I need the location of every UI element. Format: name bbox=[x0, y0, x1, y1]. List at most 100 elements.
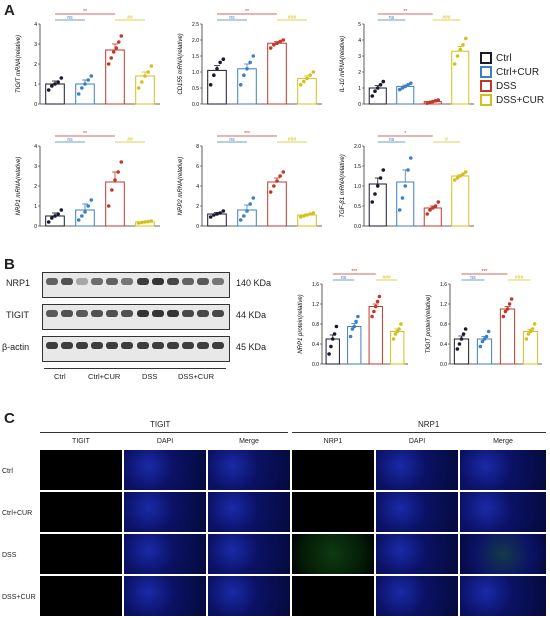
if-image bbox=[124, 576, 206, 616]
data-point bbox=[403, 184, 408, 188]
data-point bbox=[116, 40, 121, 44]
if-col-dapi-2: DAPI bbox=[408, 438, 426, 445]
data-point bbox=[251, 196, 256, 200]
if-image bbox=[292, 576, 374, 616]
wb-band bbox=[60, 278, 73, 285]
data-point bbox=[430, 99, 435, 104]
bar-chart-5: TGF-β1 mRNA(relative) 0.0 0.5 1.0 1.5 2.0 * ns # bbox=[338, 131, 478, 232]
data-point bbox=[281, 38, 286, 42]
data-point bbox=[208, 215, 213, 219]
bar-dss-cur bbox=[135, 75, 155, 105]
y-axis-label: IL-10 mRNA(relative) bbox=[340, 36, 346, 92]
data-point bbox=[136, 86, 141, 90]
y-tick-label: 0.8 bbox=[312, 322, 319, 328]
bar-chart-0: TIGIT mRNA(relative) 0 1 2 3 4 ** ns ## bbox=[14, 9, 164, 110]
sig-label: ### bbox=[382, 275, 391, 281]
bar-dss-cur bbox=[297, 77, 317, 105]
if-image bbox=[376, 534, 458, 574]
wb-band bbox=[121, 310, 134, 317]
data-point bbox=[503, 309, 508, 314]
wb-strip-tigit bbox=[42, 304, 230, 330]
data-point bbox=[403, 84, 408, 89]
y-tick-label: 4 bbox=[34, 22, 37, 28]
data-point bbox=[119, 34, 124, 38]
y-tick-label: 8 bbox=[196, 144, 199, 150]
wb-band bbox=[75, 342, 88, 349]
data-point bbox=[428, 100, 432, 105]
bar-ctrl bbox=[325, 338, 340, 365]
if-image bbox=[40, 576, 122, 616]
wb-row-label-nrp1: NRP1 bbox=[6, 278, 31, 288]
if-col-dapi-1: DAPI bbox=[156, 438, 174, 445]
if-image bbox=[460, 576, 546, 616]
data-point bbox=[408, 81, 413, 85]
data-point bbox=[461, 43, 465, 47]
data-point bbox=[281, 170, 286, 174]
sig-label: ## bbox=[127, 15, 133, 21]
legend-item-ctrl: Ctrl bbox=[480, 52, 512, 64]
panel-letter-b: B bbox=[4, 256, 15, 273]
if-image bbox=[376, 450, 458, 490]
y-axis-label: TIGIT mRNA(relative) bbox=[16, 35, 22, 93]
sig-label: *** bbox=[244, 131, 250, 137]
legend-label: DSS+CUR bbox=[496, 94, 545, 106]
data-point bbox=[50, 84, 54, 88]
data-point bbox=[109, 56, 114, 60]
y-tick-label: 0 bbox=[34, 224, 37, 230]
wb-band bbox=[121, 278, 134, 285]
chart-svg: CD155 mRNA(relative) 0.0 0.5 1.0 1.5 2.0 2.5 **… bbox=[178, 9, 322, 108]
sig-label: ### bbox=[442, 15, 451, 21]
if-col-nrp1: NRP1 bbox=[323, 438, 343, 445]
sig-label: *** bbox=[482, 269, 488, 275]
y-tick-label: 3 bbox=[34, 42, 37, 48]
y-tick-label: 0.5 bbox=[192, 86, 199, 92]
y-tick-label: 1 bbox=[34, 204, 37, 210]
data-point bbox=[215, 212, 219, 216]
western-blot: NRP1 140 KDa TIGIT 44 KDa β-actin 45 KDa… bbox=[0, 270, 290, 385]
data-point bbox=[455, 347, 460, 351]
data-point bbox=[119, 160, 124, 164]
bar-ctrl-cur bbox=[396, 181, 415, 227]
wb-strip-nrp1 bbox=[42, 272, 230, 298]
bar-chart-4: NRP2 mRNA(relative) 0 2 4 6 8 *** ns ### bbox=[176, 131, 326, 232]
if-header-line-left bbox=[40, 432, 288, 433]
y-tick-label: 0.0 bbox=[440, 362, 447, 368]
sig-label: # bbox=[445, 137, 448, 143]
data-point bbox=[116, 170, 120, 174]
data-point bbox=[406, 83, 410, 87]
data-point bbox=[89, 74, 94, 78]
y-tick-label: 1 bbox=[358, 86, 361, 92]
wb-band bbox=[166, 310, 179, 317]
wb-row-label-tigit: TIGIT bbox=[6, 310, 29, 320]
data-point bbox=[463, 170, 468, 174]
data-point bbox=[482, 337, 487, 341]
data-point bbox=[455, 176, 460, 180]
data-point bbox=[484, 334, 489, 339]
data-point bbox=[478, 344, 483, 349]
data-point bbox=[113, 178, 117, 182]
data-point bbox=[381, 79, 386, 84]
data-point bbox=[53, 82, 57, 86]
wb-band bbox=[75, 278, 88, 285]
wb-band bbox=[182, 342, 195, 349]
if-header-line-right bbox=[292, 432, 546, 433]
data-point bbox=[212, 73, 216, 77]
if-image bbox=[460, 492, 546, 532]
wb-band bbox=[151, 310, 164, 317]
wb-band bbox=[212, 342, 225, 349]
bar-chart-2: IL-10 mRNA(relative) 0 1 2 3 4 5 ** ns ### bbox=[338, 9, 478, 110]
wb-band bbox=[136, 310, 149, 317]
wb-band bbox=[75, 310, 88, 317]
data-point bbox=[375, 299, 380, 304]
if-header-nrp1: NRP1 bbox=[418, 420, 440, 429]
data-point bbox=[208, 83, 213, 87]
data-point bbox=[334, 324, 339, 329]
sig-label: ** bbox=[83, 131, 87, 137]
data-point bbox=[53, 214, 57, 218]
data-point bbox=[378, 83, 383, 87]
data-point bbox=[425, 101, 430, 105]
wb-band bbox=[182, 278, 195, 285]
data-point bbox=[278, 174, 282, 178]
data-point bbox=[275, 179, 279, 183]
chart-svg: NRP1 mRNA(relative) 0 1 2 3 4 ** ns ## bbox=[16, 131, 160, 230]
